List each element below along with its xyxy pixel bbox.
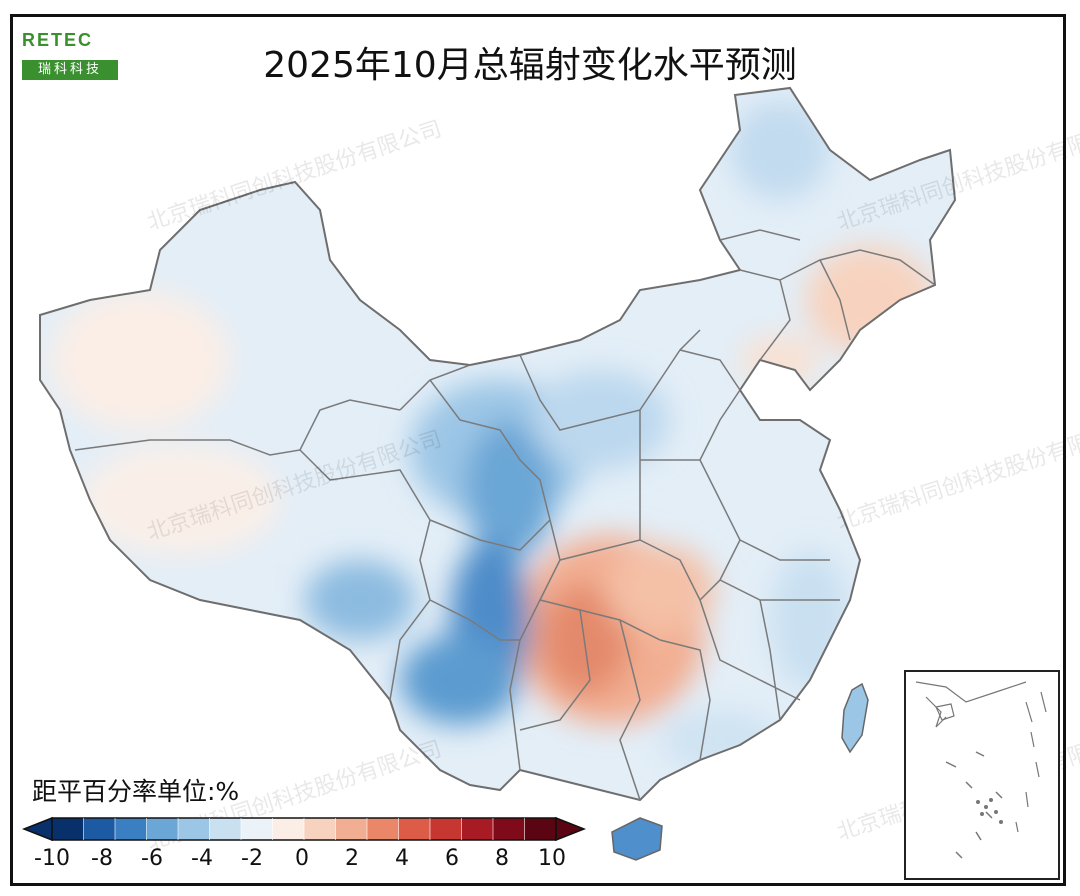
colorbar-segment <box>178 818 210 840</box>
colorbar-segment <box>398 818 430 840</box>
colorbar-segment <box>83 818 115 840</box>
colorbar-segment <box>115 818 147 840</box>
colorbar-segment <box>367 818 399 840</box>
colorbar-segment <box>335 818 367 840</box>
colorbar-tick-label: -2 <box>241 846 263 871</box>
tibet-negative-area <box>305 560 415 640</box>
colorbar-tick-label: -8 <box>91 846 113 871</box>
hainan-island <box>611 817 663 861</box>
colorbar-tick-label: 8 <box>495 846 509 871</box>
colorbar-tick-label: 6 <box>445 846 459 871</box>
colorbar-tick-label: -4 <box>191 846 213 871</box>
colorbar-tick-label: -10 <box>34 846 70 871</box>
colorbar-segment <box>209 818 241 840</box>
colorbar-segment <box>493 818 525 840</box>
xinjiang-positive-area <box>50 290 230 430</box>
logo-text-bottom: 瑞科科技 <box>22 60 118 80</box>
colorbar-tick-label: 4 <box>395 846 409 871</box>
province-borders <box>74 229 936 801</box>
yunnan-negative-area <box>400 635 520 725</box>
colorbar-tick-label: 2 <box>345 846 359 871</box>
south-china-sea-inset <box>904 670 1060 880</box>
china-border <box>39 86 957 802</box>
heilongjiang-negative-area <box>730 100 830 200</box>
retec-logo: RETEC 瑞科科技 <box>22 30 132 84</box>
logo-text-top: RETEC <box>22 30 94 50</box>
colorbar-tick-label: 0 <box>295 846 309 871</box>
colorbar-segment <box>146 818 178 840</box>
colorbar-segment <box>524 818 556 840</box>
colorbar-tick-label: -6 <box>141 846 163 871</box>
colorbar-segment <box>461 818 493 840</box>
map-title: 2025年10月总辐射变化水平预测 <box>263 45 797 86</box>
map-frame-overlay <box>10 14 1066 886</box>
taiwan-island <box>841 682 869 754</box>
legend-title: 距平百分率单位:% <box>32 777 240 806</box>
inset-map <box>915 681 1047 859</box>
hunan-positive-area <box>605 545 715 635</box>
colorbar-segment <box>241 818 273 840</box>
gansu-negative-area <box>465 420 555 560</box>
colorbar-segment <box>304 818 336 840</box>
colorbar-tick-label: 10 <box>538 846 566 871</box>
colorbar-segment <box>430 818 462 840</box>
colorbar-segment <box>272 818 304 840</box>
colorbar <box>21 816 587 842</box>
colorbar-segment <box>52 818 84 840</box>
tibet-positive-area <box>80 445 280 555</box>
